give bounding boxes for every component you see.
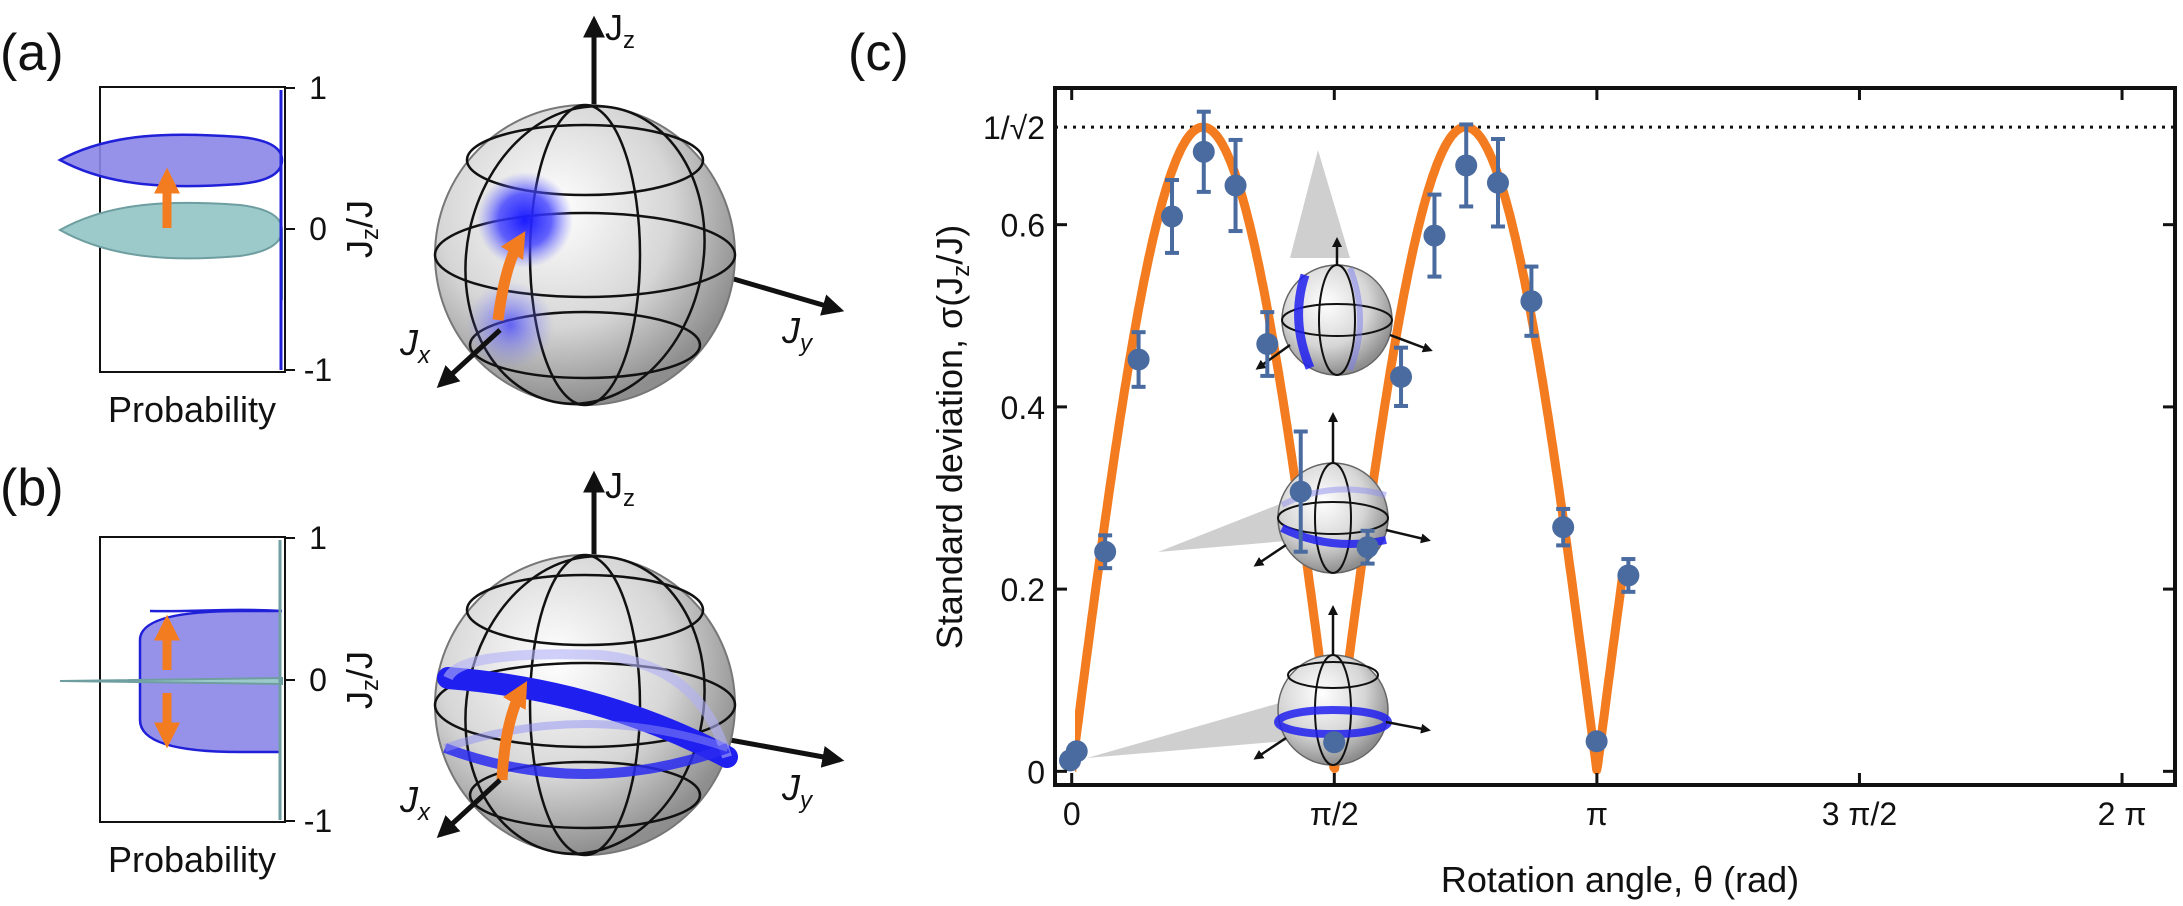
hist-b-ylabel: Jz/J xyxy=(339,651,384,709)
panel-label-a: (a) xyxy=(0,24,64,82)
hist-b-ytick-1: 1 xyxy=(309,520,327,556)
y-tick-label: 0.4 xyxy=(1001,390,1045,426)
data-point xyxy=(1256,310,1279,378)
bloch-sphere-b: Jz Jx Jy xyxy=(399,465,845,857)
data-point xyxy=(1224,137,1247,234)
hist-a-ylabel: Jz/J xyxy=(339,200,384,258)
marker xyxy=(1356,536,1379,559)
data-point xyxy=(1390,345,1413,408)
marker xyxy=(1256,333,1279,356)
jz-label-a: Jz xyxy=(605,7,635,54)
marker xyxy=(1390,365,1413,388)
y-axis-title: Standard deviation, σ(Jz/J) xyxy=(929,225,975,649)
data-point xyxy=(1486,137,1509,229)
hist-b-xlabel: Probability xyxy=(108,839,276,880)
jy-axis-b xyxy=(729,737,845,768)
data-point xyxy=(1289,429,1312,554)
marker xyxy=(1161,205,1184,228)
data-points xyxy=(1059,109,1640,772)
y-tick-label: 0.6 xyxy=(1001,208,1045,244)
x-tick-label: 3 π/2 xyxy=(1822,796,1897,832)
initial-band-b xyxy=(443,743,730,779)
inset-sphere-2 xyxy=(1253,412,1431,574)
y-tick-label: 0.2 xyxy=(1001,572,1045,608)
marker xyxy=(1094,540,1117,563)
jy-label-b: Jy xyxy=(781,767,814,814)
jy-axis-a xyxy=(719,272,845,316)
y-tick-label: 0 xyxy=(1027,754,1045,790)
marker xyxy=(1065,740,1088,763)
data-point xyxy=(1617,557,1640,594)
jx-axis-a xyxy=(436,328,502,388)
data-point xyxy=(1520,264,1543,338)
reference-line-label: 1/√2 xyxy=(983,110,1045,146)
rotation-arrow-a xyxy=(492,231,526,321)
jx-label-a: Jx xyxy=(399,322,431,369)
plot-frame xyxy=(1053,86,2177,787)
marker xyxy=(1323,731,1346,754)
x-tick-label: π/2 xyxy=(1310,796,1359,832)
hist-b-ytick-0: 0 xyxy=(309,662,327,698)
data-point xyxy=(1065,740,1088,763)
inset-sphere-1 xyxy=(1255,237,1433,376)
x-axis-ticks: 0 π/2 π 3 π/2 2 π xyxy=(1063,88,2147,832)
histogram-a-violet-peak xyxy=(57,133,284,188)
data-point xyxy=(1127,330,1150,389)
hist-a-xlabel: Probability xyxy=(108,389,276,430)
histogram-b-teal-spike xyxy=(59,676,283,686)
inset-pointer-3 xyxy=(1087,700,1298,758)
marker xyxy=(1486,171,1509,194)
jy-label-a: Jy xyxy=(781,310,814,357)
hist-a-ytick-1: 1 xyxy=(309,70,327,106)
marker xyxy=(1552,516,1575,539)
marker xyxy=(1192,140,1215,163)
hist-b-ytick-minus1: -1 xyxy=(304,803,332,839)
inset-sphere-3 xyxy=(1253,605,1431,766)
marker xyxy=(1127,348,1150,371)
panel-label-c: (c) xyxy=(848,24,909,82)
data-point xyxy=(1161,178,1184,255)
marker xyxy=(1455,154,1478,177)
y-axis-ticks: 0 0.2 0.4 0.6 xyxy=(1001,208,2175,790)
jz-label-b: Jz xyxy=(605,465,635,512)
x-tick-label: 2 π xyxy=(2098,796,2147,832)
x-axis-title: Rotation angle, θ (rad) xyxy=(1441,859,1799,900)
panel-label-b: (b) xyxy=(0,459,64,517)
marker xyxy=(1224,174,1247,197)
data-point xyxy=(1323,731,1346,754)
histogram-a-teal-peak xyxy=(57,201,283,300)
data-point xyxy=(1192,109,1215,194)
inset-pointer-1 xyxy=(1290,150,1350,258)
jx-label-b: Jx xyxy=(399,779,431,826)
rotation-arrow-b xyxy=(496,680,528,781)
jx-axis-b xyxy=(436,778,502,838)
data-point xyxy=(1552,506,1575,548)
reference-line: 1/√2 xyxy=(983,110,2175,146)
hist-a-ytick-0: 0 xyxy=(309,211,327,247)
data-point xyxy=(1423,192,1446,279)
initial-distribution-a xyxy=(466,281,554,369)
marker xyxy=(1585,730,1608,753)
hist-a-ytick-minus1: -1 xyxy=(304,352,332,388)
data-point xyxy=(1356,528,1379,566)
bloch-sphere-a: Jz Jx Jy xyxy=(399,7,845,407)
data-point xyxy=(1585,730,1608,753)
histogram-a: 1 0 -1 Jz/J Probability xyxy=(57,70,384,430)
marker xyxy=(1520,290,1543,313)
marker xyxy=(1423,224,1446,247)
data-point xyxy=(1094,533,1117,571)
marker xyxy=(1617,564,1640,587)
chart-c: 1/√2 xyxy=(929,86,2177,900)
data-point xyxy=(1455,122,1478,209)
inset-pointer-2 xyxy=(1158,500,1298,552)
marker xyxy=(1289,480,1312,503)
spin-distribution-a xyxy=(477,172,573,268)
histogram-b: 1 0 -1 Jz/J Probability xyxy=(59,520,384,880)
x-tick-label: π xyxy=(1586,796,1608,832)
x-tick-label: 0 xyxy=(1063,796,1081,832)
